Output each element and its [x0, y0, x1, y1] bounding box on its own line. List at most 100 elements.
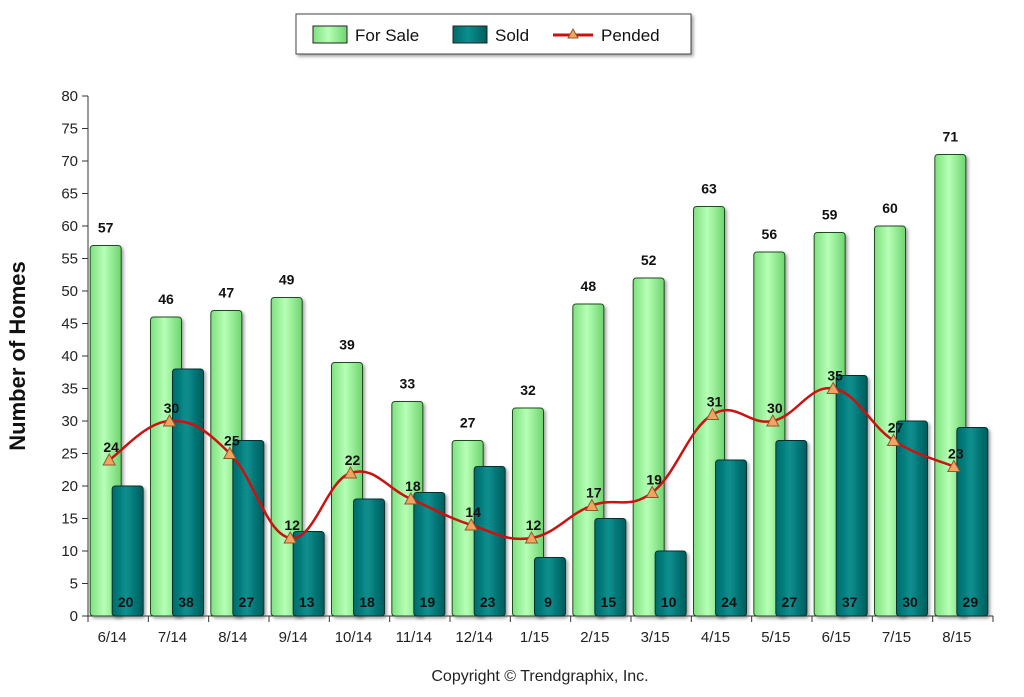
y-tick-label: 25	[61, 446, 78, 463]
label-for-sale: 33	[400, 376, 416, 392]
legend-marker-pended	[567, 27, 579, 39]
bar-sold	[353, 498, 385, 617]
label-sold: 27	[239, 594, 255, 610]
legend-label-sold: Sold	[495, 26, 529, 45]
label-pended: 19	[646, 472, 662, 488]
label-sold: 13	[299, 594, 315, 610]
label-pended: 12	[526, 517, 542, 533]
label-for-sale: 59	[822, 207, 838, 223]
x-tick-label: 8/14	[218, 629, 247, 646]
label-sold: 10	[661, 594, 677, 610]
y-tick-label: 50	[61, 283, 78, 300]
label-sold: 20	[118, 594, 134, 610]
label-pended: 31	[707, 394, 723, 410]
legend-label-pended: Pended	[601, 26, 660, 45]
x-tick-label: 4/15	[701, 629, 730, 646]
label-sold: 27	[782, 594, 798, 610]
label-sold: 30	[902, 594, 918, 610]
label-sold: 18	[359, 594, 375, 610]
y-tick-label: 40	[61, 348, 78, 365]
label-for-sale: 39	[339, 337, 355, 353]
data-labels: 57 20 46 38 47 27 49 13 39 18 33 19 27 23 32 9 48 15 52 10 6…	[98, 129, 978, 611]
bar-sold	[111, 485, 144, 617]
x-tick-label: 2/15	[580, 629, 609, 646]
x-tick-label: 7/14	[158, 629, 187, 646]
label-for-sale: 48	[581, 278, 597, 294]
label-for-sale: 60	[882, 200, 898, 216]
x-tick-label: 1/15	[520, 629, 549, 646]
legend: For Sale Sold Pended	[295, 13, 692, 55]
label-pended: 17	[586, 485, 602, 501]
label-for-sale: 57	[98, 220, 114, 236]
label-pended: 18	[405, 478, 421, 494]
y-tick-label: 65	[61, 186, 78, 203]
label-sold: 23	[480, 594, 496, 610]
y-tick-label: 55	[61, 251, 78, 268]
pended-marker	[826, 381, 841, 394]
y-tick-label: 10	[61, 543, 78, 560]
pended-marker	[403, 491, 418, 505]
pended-marker	[283, 530, 298, 544]
pended-marker	[162, 413, 177, 427]
label-pended: 23	[948, 446, 964, 462]
label-for-sale: 49	[279, 272, 295, 288]
legend-swatch-for-sale	[312, 25, 348, 44]
pended-marker	[946, 459, 961, 472]
y-tick-label: 45	[61, 316, 78, 333]
bar-sold	[292, 531, 325, 617]
label-sold: 15	[601, 594, 617, 610]
label-pended: 14	[465, 504, 481, 520]
bar-sold	[413, 492, 446, 617]
x-tick-label: 12/14	[455, 629, 493, 646]
y-tick-label: 30	[61, 413, 78, 430]
y-tick-label: 75	[61, 121, 78, 138]
bars	[89, 154, 989, 617]
y-tick-label: 80	[61, 88, 78, 105]
bar-for-sale	[632, 277, 665, 617]
y-tick-label: 70	[61, 153, 78, 170]
label-pended: 30	[767, 400, 783, 416]
y-tick-label: 0	[70, 608, 78, 625]
label-sold: 38	[178, 594, 194, 610]
bar-sold	[956, 427, 989, 617]
x-tick-label: 11/14	[396, 629, 432, 646]
x-tick-label: 3/15	[641, 629, 670, 646]
y-tick-label: 60	[61, 218, 78, 235]
pended-marker	[222, 446, 237, 459]
label-for-sale: 52	[641, 252, 657, 268]
bar-sold	[172, 368, 204, 617]
pended-line	[102, 381, 961, 544]
x-tick-label: 5/15	[761, 629, 790, 646]
bar-sold	[896, 420, 928, 617]
label-pended: 35	[827, 368, 843, 384]
label-pended: 12	[284, 517, 300, 533]
legend-swatch-sold	[452, 25, 488, 44]
pended-marker	[705, 407, 720, 420]
x-tick-label: 7/15	[882, 629, 911, 646]
legend-frame	[295, 13, 692, 55]
bar-sold	[654, 550, 687, 617]
label-pended: 25	[224, 433, 240, 449]
bar-sold	[594, 518, 627, 617]
label-sold: 19	[420, 594, 436, 610]
label-pended: 22	[345, 452, 361, 468]
label-pended: 24	[103, 439, 119, 455]
axes: 0 5 10 15 20 25 30 35 40 45 50 55 60 65 70 75 80 6/14 7/14…	[61, 88, 994, 646]
y-tick-label: 15	[61, 511, 78, 528]
label-pended: 30	[164, 400, 180, 416]
label-sold: 9	[544, 594, 552, 610]
bar-sold	[232, 440, 265, 617]
y-axis-title: Number of Homes	[5, 261, 30, 450]
copyright-text: Copyright © Trendgraphix, Inc.	[431, 668, 648, 685]
label-for-sale: 63	[701, 181, 717, 197]
bar-sold	[835, 375, 868, 617]
y-tick-label: 5	[70, 576, 78, 593]
bar-sold	[715, 459, 747, 617]
bar-sold	[473, 466, 506, 617]
label-sold: 37	[842, 594, 858, 610]
label-for-sale: 32	[520, 382, 536, 398]
x-tick-label: 8/15	[942, 629, 971, 646]
label-for-sale: 71	[943, 129, 959, 145]
bar-sold	[775, 440, 808, 617]
